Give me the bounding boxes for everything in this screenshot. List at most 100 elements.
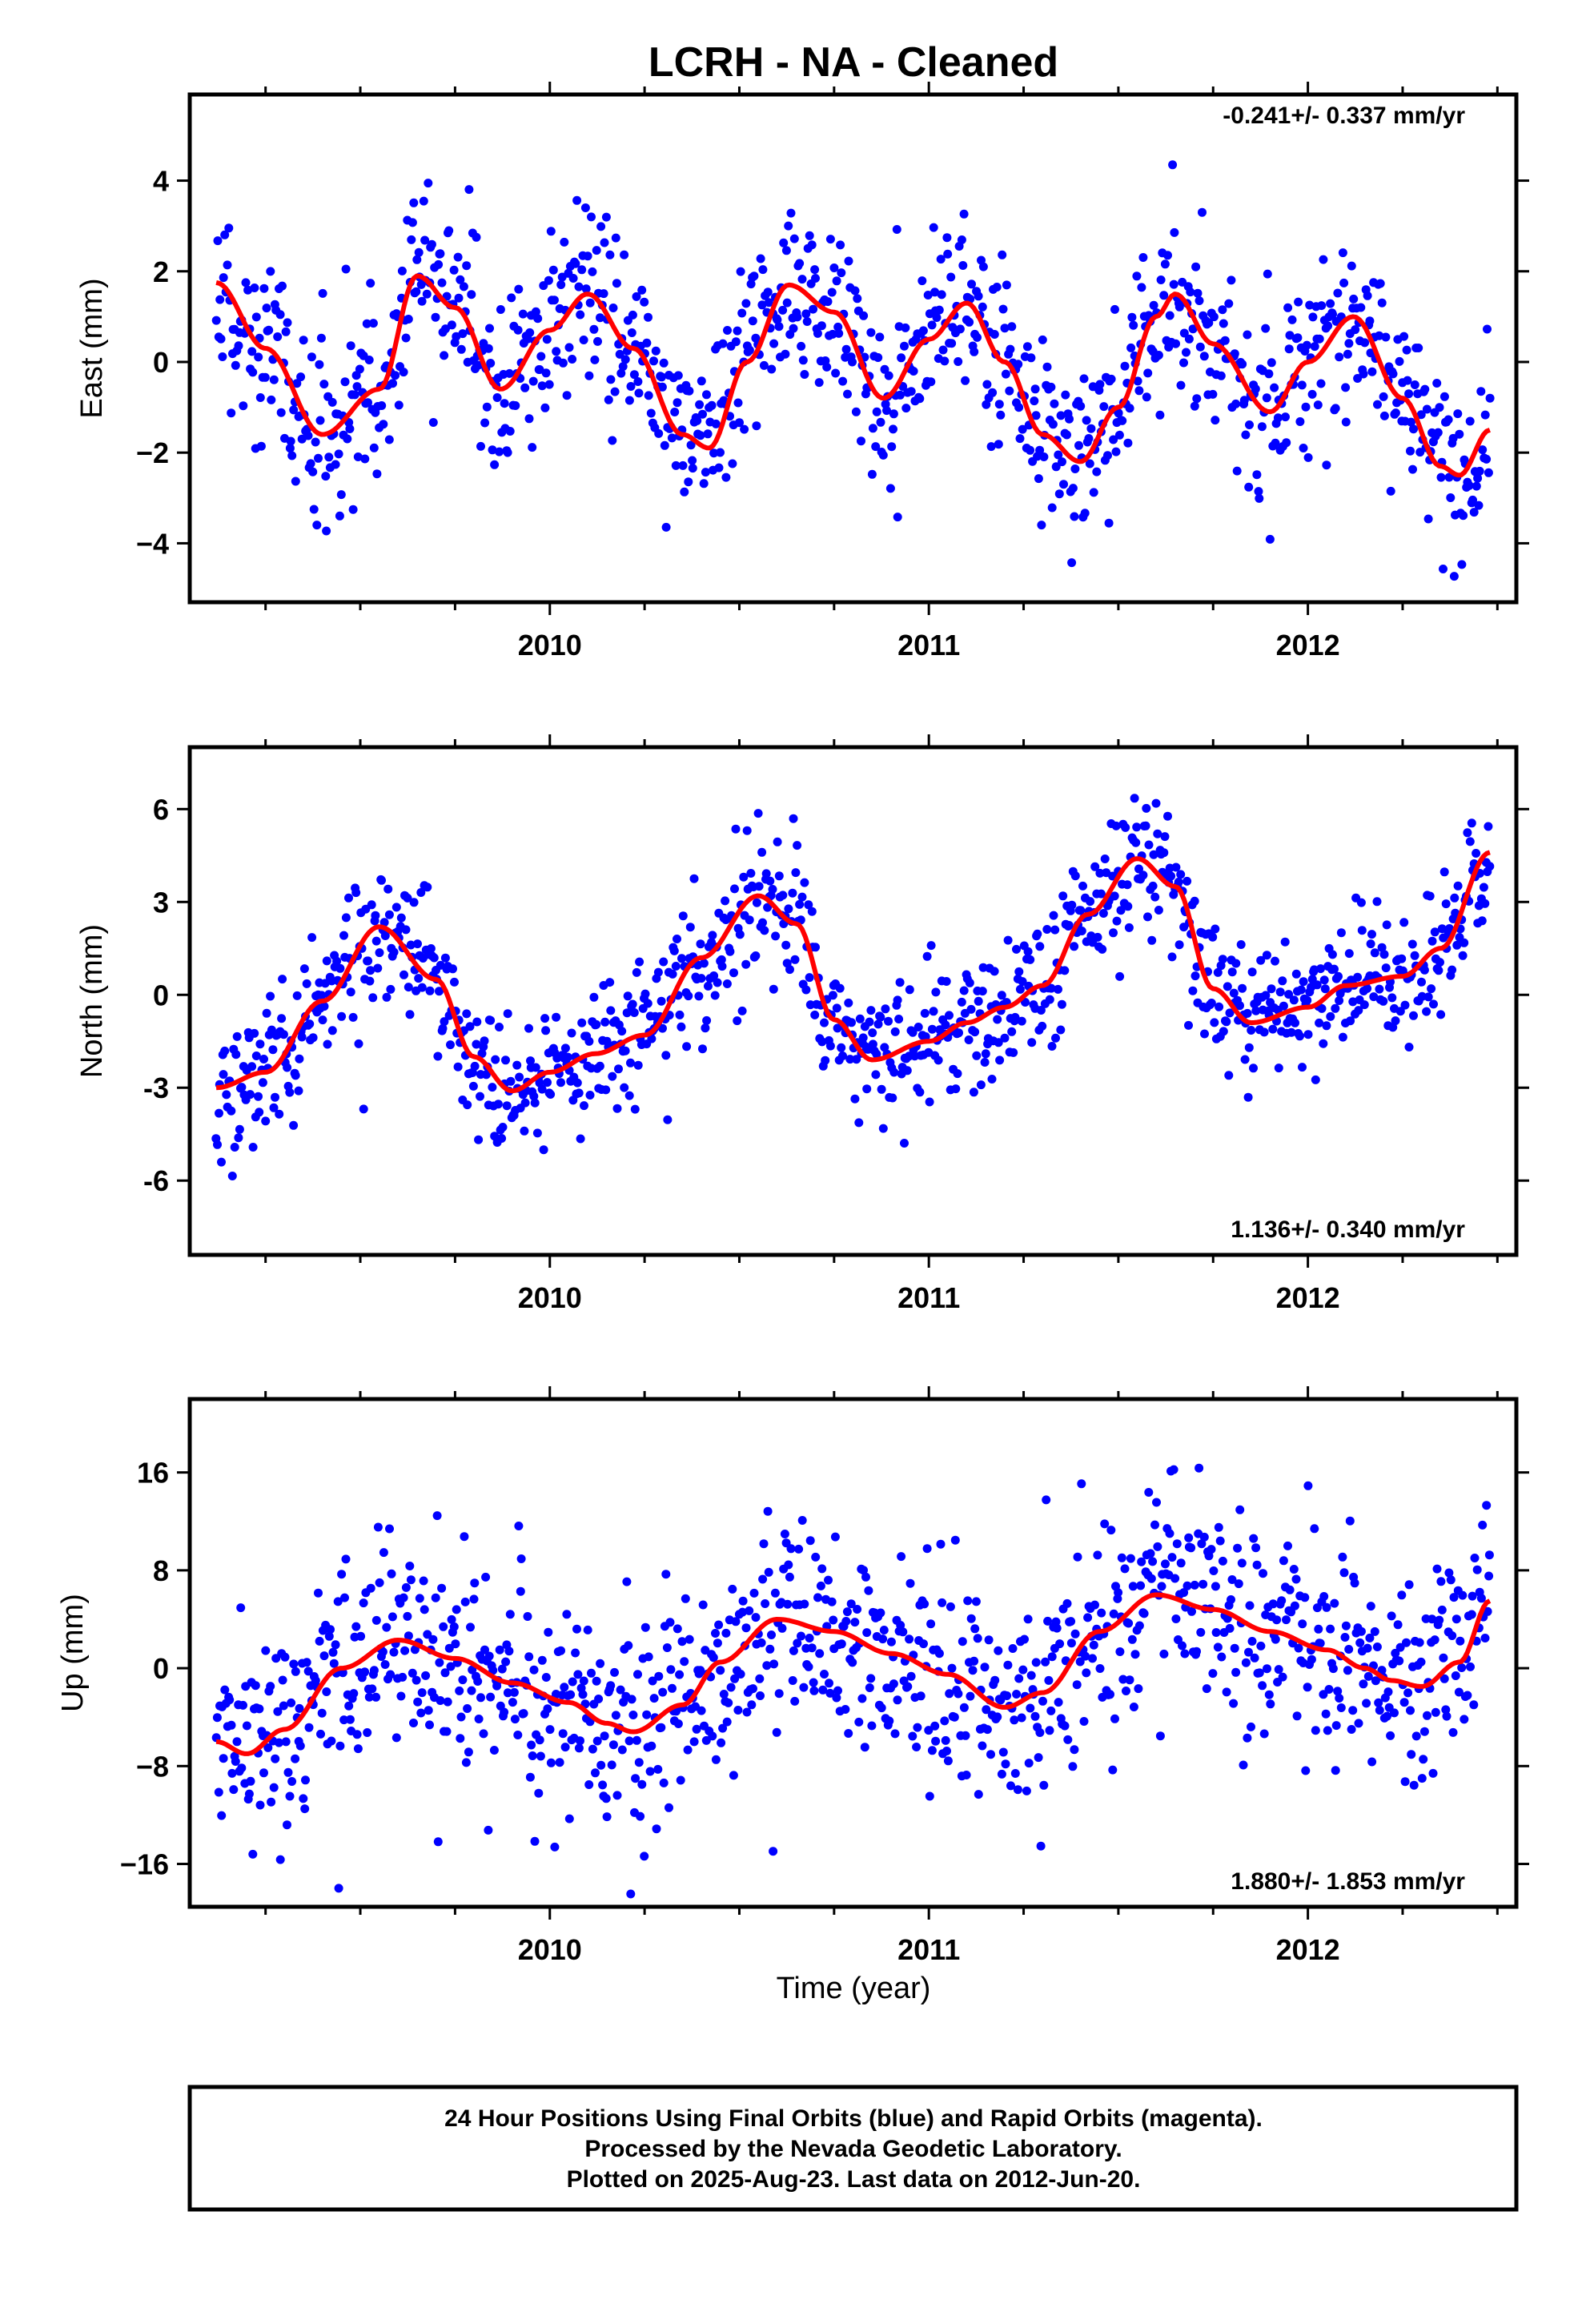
data-point [540, 403, 550, 412]
data-point [477, 1049, 487, 1058]
data-point [1018, 1665, 1028, 1675]
data-point [419, 1576, 428, 1586]
data-point [832, 1693, 841, 1703]
data-point [733, 1706, 743, 1715]
data-point [1147, 935, 1157, 945]
data-point [307, 352, 316, 362]
data-point [223, 260, 232, 270]
data-point [500, 399, 509, 408]
data-point [749, 1684, 757, 1694]
data-point [1296, 985, 1306, 995]
data-point [726, 1683, 736, 1692]
data-point [667, 433, 677, 443]
data-point [624, 1641, 633, 1651]
data-point [1323, 321, 1333, 331]
data-point [807, 907, 817, 916]
data-point [1264, 369, 1274, 379]
data-point [1211, 1628, 1221, 1637]
data-point [1211, 924, 1220, 934]
data-point [847, 1018, 856, 1027]
data-point [1109, 435, 1118, 444]
data-point [608, 436, 617, 445]
data-point [908, 1731, 917, 1741]
data-point [865, 1017, 874, 1027]
data-point [456, 1712, 466, 1722]
data-point [635, 957, 644, 967]
data-point [998, 250, 1007, 259]
data-point [259, 283, 269, 293]
data-point [978, 1741, 987, 1751]
data-point [1200, 1029, 1209, 1039]
data-point [278, 281, 287, 291]
data-point [243, 285, 253, 295]
data-point [1381, 332, 1391, 342]
data-point [811, 274, 820, 283]
data-point [800, 878, 809, 887]
data-point [378, 1647, 387, 1657]
data-point [1067, 558, 1077, 568]
data-point [753, 809, 763, 818]
data-point [920, 1599, 930, 1609]
data-point [401, 925, 411, 935]
data-point [707, 400, 717, 410]
data-point [643, 999, 652, 1008]
data-point [1012, 1690, 1022, 1699]
scatter-points [211, 160, 1495, 581]
data-point [784, 1560, 793, 1570]
data-point [654, 1671, 664, 1681]
data-point [1170, 227, 1179, 237]
data-point [876, 1012, 885, 1022]
data-point [1015, 984, 1025, 994]
data-point [673, 398, 682, 408]
data-point [1303, 1481, 1313, 1490]
data-point [645, 1767, 655, 1776]
data-point [438, 1023, 448, 1033]
data-point [790, 1696, 800, 1706]
data-point [1089, 1640, 1098, 1650]
data-point [751, 1613, 761, 1622]
data-point [1211, 416, 1220, 425]
data-point [1374, 1698, 1383, 1707]
data-point [468, 1665, 477, 1675]
data-point [415, 1594, 424, 1603]
data-point [1244, 482, 1254, 492]
data-point [322, 1687, 331, 1696]
data-point [652, 1824, 661, 1834]
x-tick-label: 2012 [1276, 629, 1340, 661]
data-point [1291, 1018, 1299, 1027]
data-point [1159, 1649, 1169, 1659]
data-point [675, 1670, 685, 1679]
data-point [885, 484, 895, 493]
data-point [449, 1622, 459, 1631]
data-point [958, 261, 968, 270]
data-point [926, 377, 936, 387]
data-point [807, 240, 817, 250]
data-point [335, 963, 345, 973]
data-point [832, 276, 841, 286]
data-point [463, 1704, 472, 1713]
data-point [359, 1104, 368, 1114]
data-point [371, 1615, 381, 1625]
data-point [1331, 404, 1340, 413]
data-point [978, 262, 988, 271]
footer-line-1: 24 Hour Positions Using Final Orbits (bl… [444, 2105, 1263, 2132]
data-point [289, 1120, 299, 1130]
data-point [1433, 428, 1443, 437]
data-point [1362, 1699, 1371, 1708]
data-point [1282, 438, 1291, 448]
data-point [1446, 1575, 1456, 1585]
data-point [1477, 916, 1487, 926]
data-point [1460, 1715, 1469, 1724]
data-point [379, 420, 388, 429]
data-point [1035, 445, 1045, 455]
data-point [927, 1746, 937, 1755]
data-point [1148, 1557, 1158, 1566]
data-point [797, 1516, 807, 1525]
data-point [817, 321, 826, 331]
data-point [612, 1791, 622, 1800]
fit-curve [215, 1592, 1492, 1756]
data-point [497, 1134, 507, 1143]
data-point [759, 360, 769, 370]
data-point [1144, 1488, 1154, 1497]
data-point [504, 1647, 514, 1656]
